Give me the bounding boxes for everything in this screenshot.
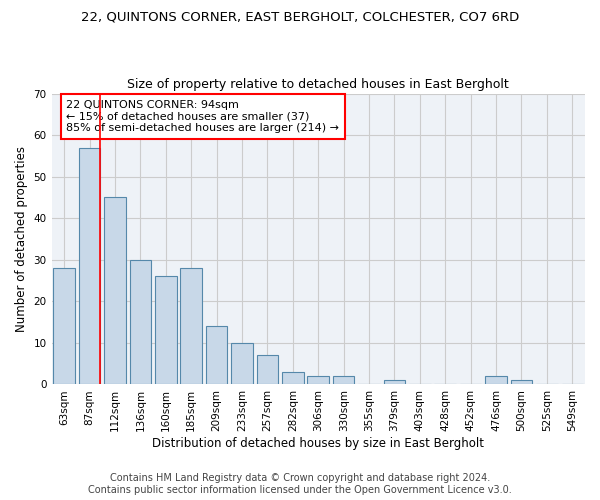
Bar: [383, 380, 405, 384]
Bar: [231, 343, 253, 384]
Bar: [282, 372, 304, 384]
Bar: [79, 148, 100, 384]
Text: Contains HM Land Registry data © Crown copyright and database right 2024.
Contai: Contains HM Land Registry data © Crown c…: [88, 474, 512, 495]
Bar: [53, 268, 75, 384]
Y-axis label: Number of detached properties: Number of detached properties: [15, 146, 28, 332]
Bar: [130, 260, 151, 384]
Bar: [155, 276, 176, 384]
Text: 22 QUINTONS CORNER: 94sqm
← 15% of detached houses are smaller (37)
85% of semi-: 22 QUINTONS CORNER: 94sqm ← 15% of detac…: [66, 100, 339, 133]
Bar: [104, 198, 126, 384]
Bar: [307, 376, 329, 384]
Bar: [181, 268, 202, 384]
Bar: [333, 376, 355, 384]
Bar: [511, 380, 532, 384]
Text: 22, QUINTONS CORNER, EAST BERGHOLT, COLCHESTER, CO7 6RD: 22, QUINTONS CORNER, EAST BERGHOLT, COLC…: [81, 10, 519, 23]
Bar: [206, 326, 227, 384]
Bar: [485, 376, 507, 384]
X-axis label: Distribution of detached houses by size in East Bergholt: Distribution of detached houses by size …: [152, 437, 484, 450]
Bar: [257, 356, 278, 384]
Title: Size of property relative to detached houses in East Bergholt: Size of property relative to detached ho…: [127, 78, 509, 91]
